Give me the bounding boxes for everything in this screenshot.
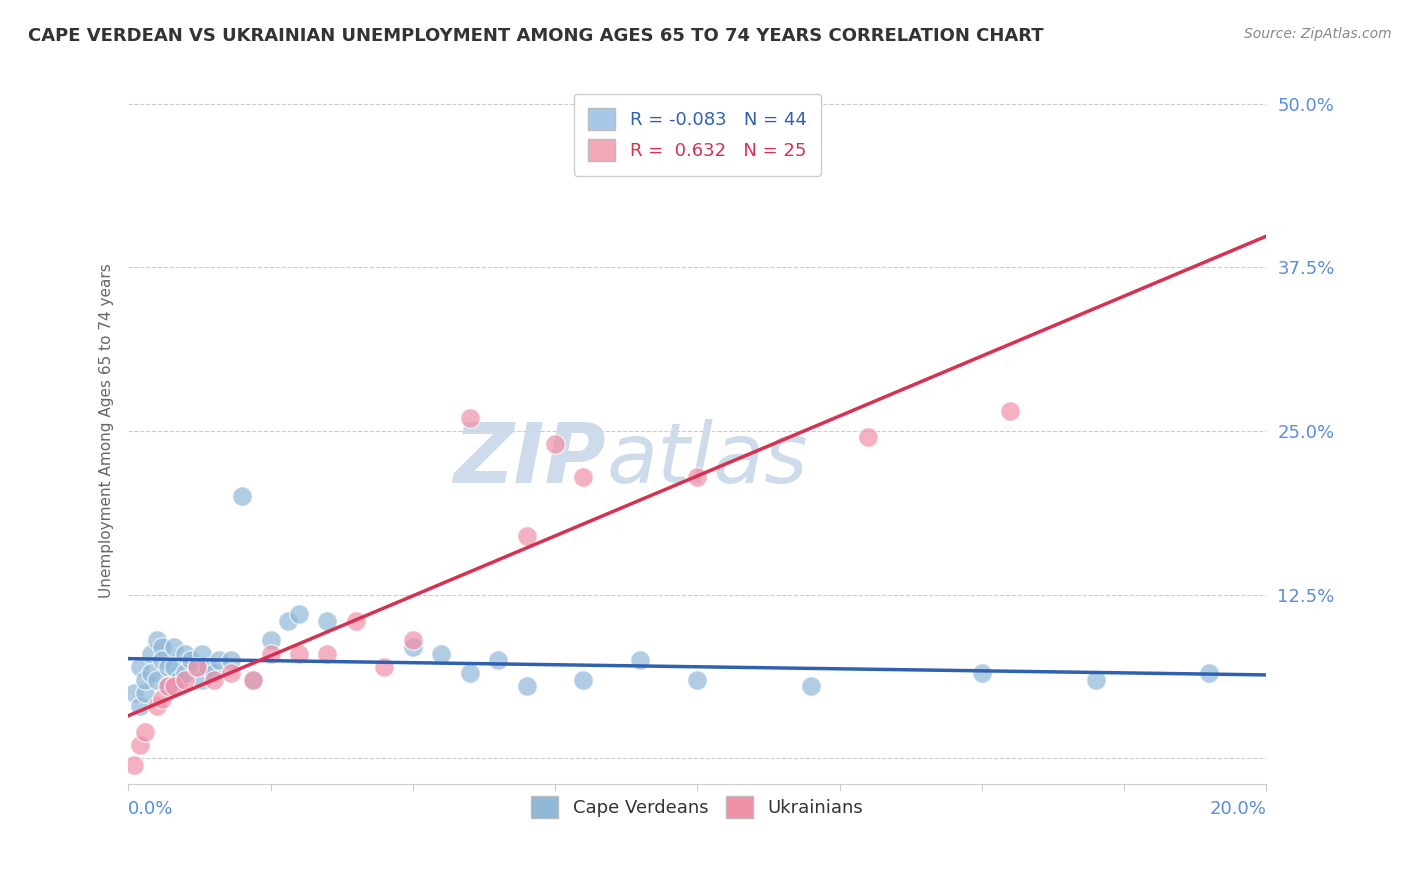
- Point: [544, 437, 567, 451]
- Point: [174, 647, 197, 661]
- Point: [128, 659, 150, 673]
- Point: [242, 673, 264, 687]
- Point: [202, 666, 225, 681]
- Point: [134, 686, 156, 700]
- Y-axis label: Unemployment Among Ages 65 to 74 years: Unemployment Among Ages 65 to 74 years: [100, 263, 114, 599]
- Point: [163, 659, 186, 673]
- Point: [316, 647, 339, 661]
- Point: [686, 673, 709, 687]
- Point: [970, 666, 993, 681]
- Point: [186, 659, 208, 673]
- Point: [277, 614, 299, 628]
- Legend: Cape Verdeans, Ukrainians: Cape Verdeans, Ukrainians: [524, 789, 870, 825]
- Point: [458, 410, 481, 425]
- Point: [288, 607, 311, 622]
- Point: [1198, 666, 1220, 681]
- Text: atlas: atlas: [606, 418, 808, 500]
- Point: [458, 666, 481, 681]
- Point: [145, 673, 167, 687]
- Point: [157, 659, 180, 673]
- Point: [259, 647, 281, 661]
- Point: [208, 653, 231, 667]
- Point: [145, 633, 167, 648]
- Text: Source: ZipAtlas.com: Source: ZipAtlas.com: [1244, 27, 1392, 41]
- Point: [163, 640, 186, 654]
- Point: [145, 698, 167, 713]
- Point: [1000, 404, 1022, 418]
- Point: [191, 673, 214, 687]
- Point: [516, 679, 538, 693]
- Point: [430, 647, 453, 661]
- Point: [316, 614, 339, 628]
- Point: [800, 679, 823, 693]
- Point: [242, 673, 264, 687]
- Point: [516, 529, 538, 543]
- Point: [219, 666, 242, 681]
- Point: [344, 614, 367, 628]
- Point: [402, 633, 425, 648]
- Point: [157, 679, 180, 693]
- Text: CAPE VERDEAN VS UKRAINIAN UNEMPLOYMENT AMONG AGES 65 TO 74 YEARS CORRELATION CHA: CAPE VERDEAN VS UKRAINIAN UNEMPLOYMENT A…: [28, 27, 1043, 45]
- Point: [134, 673, 156, 687]
- Point: [628, 653, 651, 667]
- Point: [150, 653, 173, 667]
- Point: [174, 673, 197, 687]
- Point: [150, 692, 173, 706]
- Point: [180, 653, 202, 667]
- Point: [686, 469, 709, 483]
- Point: [202, 673, 225, 687]
- Point: [186, 659, 208, 673]
- Point: [150, 640, 173, 654]
- Point: [122, 757, 145, 772]
- Point: [122, 686, 145, 700]
- Point: [139, 666, 162, 681]
- Text: ZIP: ZIP: [454, 418, 606, 500]
- Point: [169, 673, 191, 687]
- Point: [191, 647, 214, 661]
- Text: 0.0%: 0.0%: [128, 800, 173, 818]
- Point: [288, 647, 311, 661]
- Text: 20.0%: 20.0%: [1209, 800, 1267, 818]
- Point: [128, 698, 150, 713]
- Point: [856, 430, 879, 444]
- Point: [197, 659, 219, 673]
- Point: [486, 653, 509, 667]
- Point: [259, 633, 281, 648]
- Point: [572, 673, 595, 687]
- Point: [139, 647, 162, 661]
- Point: [134, 725, 156, 739]
- Point: [402, 640, 425, 654]
- Point: [157, 679, 180, 693]
- Point: [174, 666, 197, 681]
- Point: [373, 659, 395, 673]
- Point: [163, 679, 186, 693]
- Point: [128, 738, 150, 752]
- Point: [572, 469, 595, 483]
- Point: [1084, 673, 1107, 687]
- Point: [231, 489, 253, 503]
- Point: [219, 653, 242, 667]
